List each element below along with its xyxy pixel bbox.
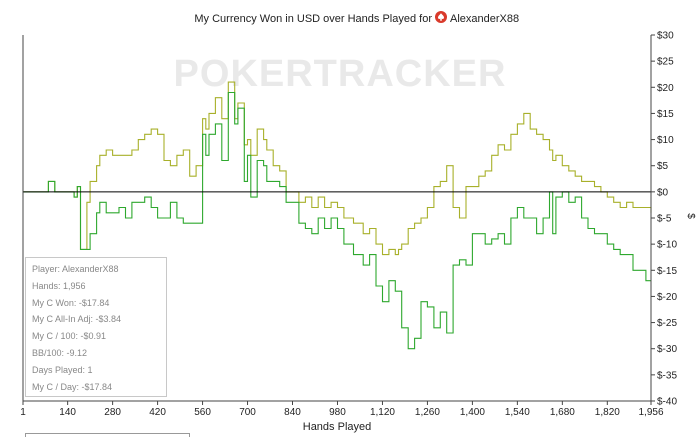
y-tick-label: $-10 <box>657 240 677 251</box>
x-tick-label: 700 <box>239 407 256 418</box>
y-tick-label: $-5 <box>657 214 672 225</box>
x-tick-label: 1 <box>20 407 26 418</box>
stat-bb-100: BB/100: -9.12 <box>32 347 88 358</box>
stats-panel: Player: AlexanderX88 Hands: 1,956 My C W… <box>25 257 167 397</box>
scroll-bar[interactable] <box>25 433 190 437</box>
y-tick-label: $-20 <box>657 292 677 303</box>
y-tick-label: $10 <box>657 135 674 146</box>
y-tick-label: $-15 <box>657 266 677 277</box>
chart-title-group: My Currency Won in USD over Hands Played… <box>194 11 519 25</box>
stat-hands: Hands: 1,956 <box>32 280 86 291</box>
watermark: POKERTRACKER <box>174 53 507 95</box>
x-tick-label: 560 <box>194 407 211 418</box>
y-tick-label: $5 <box>657 161 669 172</box>
y-tick-label: $30 <box>657 31 674 42</box>
stat-won: My C Won: -$17.84 <box>32 297 110 308</box>
x-tick-label: 1,820 <box>595 407 620 418</box>
chart-title: My Currency Won in USD over Hands Played… <box>194 13 432 25</box>
x-tick-label: 840 <box>284 407 301 418</box>
y-tick-label: $-25 <box>657 318 677 329</box>
stat-per-100: My C / 100: -$0.91 <box>32 331 107 342</box>
y-tick-label: $15 <box>657 109 674 120</box>
x-tick-label: 1,680 <box>550 407 575 418</box>
y-tick-label: $25 <box>657 57 674 68</box>
stat-days-played: Days Played: 1 <box>32 364 93 375</box>
stat-per-day: My C / Day: -$17.84 <box>32 381 113 392</box>
stat-player: Player: AlexanderX88 <box>32 264 119 274</box>
spade-icon <box>435 11 447 23</box>
x-tick-label: 280 <box>104 407 121 418</box>
x-tick-label: 140 <box>59 407 76 418</box>
plot-area <box>23 81 652 350</box>
y-tick-label: $-40 <box>657 397 677 408</box>
y-axis-label: $ <box>685 213 696 219</box>
y-tick-label: $20 <box>657 83 674 94</box>
x-tick-label: 1,260 <box>415 407 440 418</box>
x-tick-label: 1,956 <box>638 407 663 418</box>
y-tick-label: $-35 <box>657 370 677 381</box>
player-name: AlexanderX88 <box>450 13 519 25</box>
x-tick-label: 1,120 <box>370 407 395 418</box>
y-tick-label: $0 <box>657 187 669 198</box>
x-tick-label: 980 <box>329 407 346 418</box>
x-tick-label: 1,400 <box>460 407 485 418</box>
x-tick-label: 1,540 <box>505 407 530 418</box>
stat-all-in-adj: My C All-In Adj: -$3.84 <box>32 314 122 325</box>
y-tick-label: $-30 <box>657 344 677 355</box>
series-line-all-in-adj <box>23 81 652 256</box>
series-line-won <box>23 91 651 350</box>
axes: 1 140 280 420 560 700 840 980 1,120 1,260 1,400 1,5… <box>20 31 677 419</box>
x-tick-label: 420 <box>149 407 166 418</box>
x-axis-label: Hands Played <box>303 421 372 433</box>
